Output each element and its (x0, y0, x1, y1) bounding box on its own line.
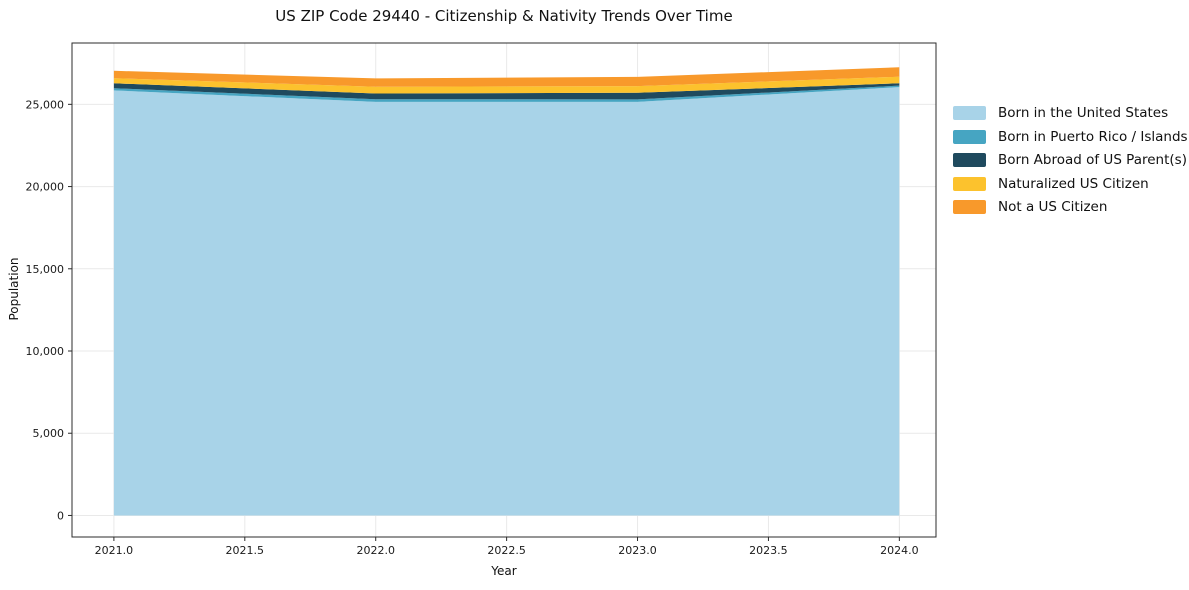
legend-label: Not a US Citizen (998, 199, 1108, 215)
legend-swatch-puerto-rico (953, 129, 986, 144)
svg-text:2022.5: 2022.5 (487, 544, 526, 557)
legend-item-born-us: Born in the United States (953, 105, 1188, 121)
svg-text:2023.0: 2023.0 (618, 544, 657, 557)
legend-swatch-born-abroad (953, 153, 986, 167)
y-axis-label: Population (7, 257, 21, 321)
svg-text:20,000: 20,000 (26, 181, 65, 194)
svg-text:2021.0: 2021.0 (95, 544, 134, 557)
legend-item-puerto-rico: Born in Puerto Rico / Islands (953, 128, 1188, 145)
legend-label: Born in the United States (998, 105, 1169, 121)
legend-item-not-citizen: Not a US Citizen (953, 199, 1188, 215)
legend-label: Naturalized US Citizen (998, 175, 1149, 192)
svg-text:5,000: 5,000 (33, 427, 65, 440)
legend-item-naturalized: Naturalized US Citizen (953, 175, 1188, 192)
svg-text:2023.5: 2023.5 (749, 544, 788, 557)
chart-title: US ZIP Code 29440 - Citizenship & Nativi… (275, 7, 733, 25)
legend-swatch-naturalized (953, 176, 986, 191)
svg-text:2021.5: 2021.5 (226, 544, 265, 557)
legend-swatch-born-us (953, 106, 986, 120)
legend-item-born-abroad: Born Abroad of US Parent(s) (953, 152, 1188, 168)
svg-text:0: 0 (57, 509, 64, 522)
svg-text:2024.0: 2024.0 (880, 544, 919, 557)
svg-text:15,000: 15,000 (26, 263, 65, 276)
svg-text:10,000: 10,000 (26, 345, 65, 358)
legend-label: Born in Puerto Rico / Islands (998, 128, 1188, 145)
svg-text:2022.0: 2022.0 (356, 544, 395, 557)
svg-text:25,000: 25,000 (26, 98, 65, 111)
legend-label: Born Abroad of US Parent(s) (998, 152, 1187, 168)
legend: Born in the United States Born in Puerto… (953, 105, 1188, 224)
legend-swatch-not-citizen (953, 200, 986, 214)
x-axis-label: Year (491, 564, 517, 578)
